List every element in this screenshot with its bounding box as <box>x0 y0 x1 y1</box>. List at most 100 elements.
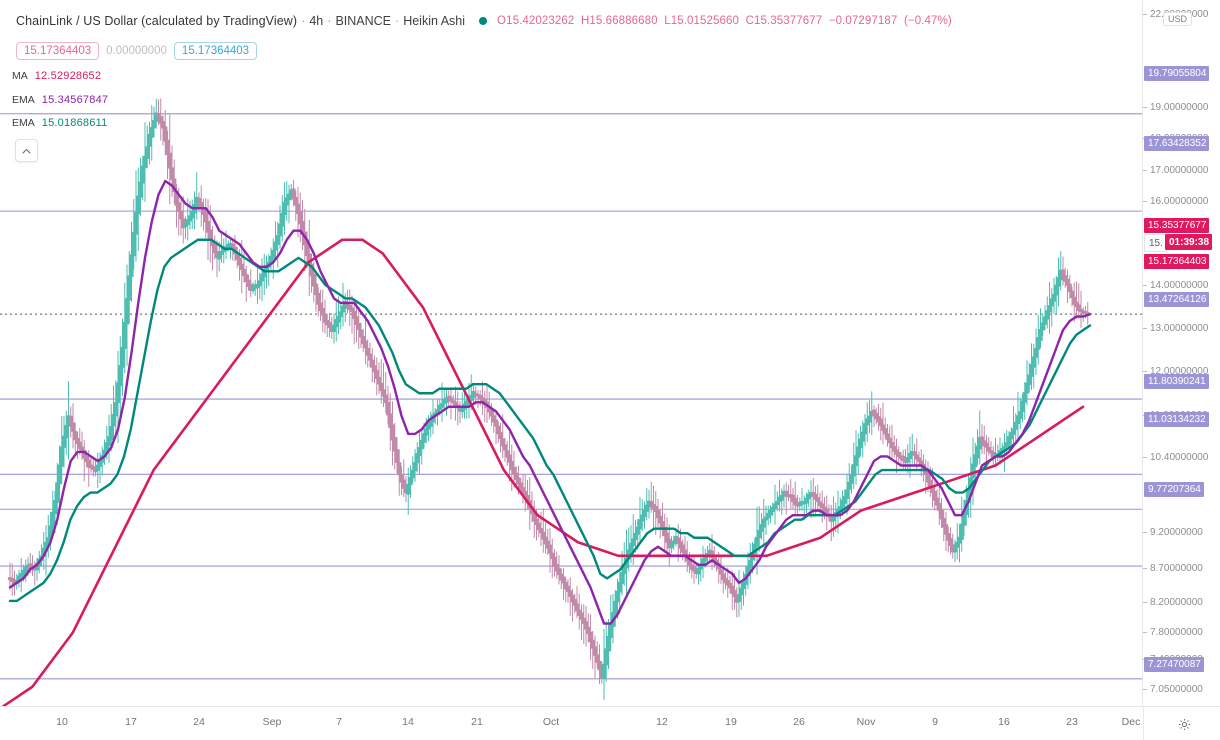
candle-body <box>831 516 836 522</box>
low-label: L <box>664 15 671 27</box>
time-axis-tick: 9 <box>932 716 938 728</box>
candle-body <box>669 542 674 549</box>
open-value: 15.42023262 <box>506 15 575 27</box>
candle-body <box>140 165 145 184</box>
candle-body <box>208 229 213 241</box>
tick-label: 17.00000000 <box>1150 164 1209 176</box>
candle-body <box>793 497 798 506</box>
price-axis-tick: 7.05000000 <box>1143 682 1203 696</box>
candle-body <box>930 485 935 494</box>
candle-body <box>586 626 591 634</box>
indicator-value: 15.34567847 <box>41 94 109 106</box>
candle-body <box>606 635 611 652</box>
tick-dash <box>1143 327 1147 329</box>
candle-body <box>433 412 438 417</box>
candle-body <box>167 152 172 169</box>
candle-body <box>961 511 967 526</box>
symbol-title[interactable]: ChainLink / US Dollar (calculated by Tra… <box>16 14 298 28</box>
collapse-pane-button[interactable] <box>15 139 38 162</box>
candle-body <box>1020 400 1025 413</box>
price-axis-highlight-label[interactable]: 15.17364403 <box>1144 253 1210 269</box>
candle-body <box>374 370 379 380</box>
candle-body <box>291 188 296 200</box>
candle-body <box>723 577 728 584</box>
candle-body <box>889 442 895 449</box>
value-pill-left[interactable]: 15.17364403 <box>16 42 100 60</box>
candle-body <box>514 472 519 480</box>
candle-body <box>1038 328 1043 342</box>
tick-dash <box>1143 106 1147 108</box>
candle-body <box>993 453 998 457</box>
candle-body <box>363 340 368 349</box>
candle-body <box>860 431 865 442</box>
price-axis[interactable]: USD 22.0000000019.0000000018.0000000017.… <box>1142 0 1220 706</box>
candle-body <box>786 494 791 498</box>
candle-body <box>196 197 202 205</box>
candle-body <box>536 522 541 531</box>
chart-style-label[interactable]: Heikin Ashi <box>403 14 466 28</box>
candle-body <box>68 415 73 425</box>
candle-body <box>86 459 91 468</box>
price-axis-highlight-label[interactable]: 11.80390241 <box>1144 373 1209 389</box>
candle-body <box>1067 283 1072 293</box>
candle-body <box>777 496 782 502</box>
candle-body <box>471 391 476 398</box>
candle-body <box>52 500 58 515</box>
indicator-name: EMA <box>12 117 35 129</box>
price-axis-highlight-label[interactable]: 11.03134232 <box>1144 411 1209 427</box>
candle-body <box>502 444 508 451</box>
candle-body <box>905 456 910 463</box>
candle-body <box>295 203 301 215</box>
candle-body <box>300 220 305 235</box>
candle-body <box>1074 301 1079 308</box>
candle-body <box>32 566 37 571</box>
interval-label[interactable]: 4h <box>309 14 324 28</box>
candle-body <box>325 319 330 326</box>
candle-body <box>498 432 503 440</box>
candle-body <box>12 580 17 584</box>
candle-body <box>986 446 991 452</box>
candle-body <box>48 525 53 539</box>
price-axis-tick: 14.00000000 <box>1143 278 1208 292</box>
candle-body <box>428 418 433 427</box>
indicator-legend-ema-slow[interactable]: EMA 15.01868611 <box>12 117 107 129</box>
price-axis-highlight-label[interactable]: 7.27470087 <box>1144 656 1204 672</box>
price-axis-highlight-label[interactable]: 19.79055804 <box>1144 65 1210 81</box>
candle-body <box>694 569 699 574</box>
candle-body <box>696 567 701 575</box>
candle-body <box>57 464 62 485</box>
candle-body <box>16 575 22 581</box>
separator-2: · <box>327 14 332 28</box>
candle-body <box>473 393 478 397</box>
chart-settings-button[interactable] <box>1174 714 1194 734</box>
candle-body <box>361 336 366 345</box>
candle-body <box>748 560 753 569</box>
candle-body <box>1047 305 1052 313</box>
candle-body <box>289 189 294 196</box>
candle-body <box>327 321 332 329</box>
tick-label: 19.00000000 <box>1150 101 1209 113</box>
time-axis-tick: 17 <box>125 716 137 728</box>
price-axis-highlight-label[interactable]: 9.77207364 <box>1144 481 1204 497</box>
candle-body <box>59 446 64 467</box>
candle-body <box>401 479 406 489</box>
candle-body <box>939 509 944 520</box>
candle-body <box>385 401 391 416</box>
price-axis-highlight-label[interactable]: 17.63428352 <box>1144 135 1210 151</box>
candle-body <box>174 190 179 206</box>
exchange-label[interactable]: BINANCE <box>335 14 392 28</box>
price-axis-highlight-label[interactable]: 13.47264126 <box>1144 291 1210 307</box>
chart-plot-area[interactable] <box>0 0 1143 706</box>
candle-body <box>1040 322 1045 331</box>
candle-body <box>50 511 55 528</box>
ema-fast-line <box>8 179 1092 625</box>
candle-body <box>842 495 847 504</box>
candle-body <box>1072 296 1077 305</box>
candle-body <box>237 257 242 266</box>
time-axis-tick: 10 <box>56 716 68 728</box>
indicator-legend-ma[interactable]: MA 12.52928652 <box>12 70 101 82</box>
indicator-legend-ema-fast[interactable]: EMA 15.34567847 <box>12 94 108 106</box>
time-axis[interactable]: 10 17 24 Sep 7 14 21 Oct 12 19 26 Nov 9 16 23 Dec <box>0 706 1220 740</box>
price-axis-highlight-label[interactable]: 15.35377677 <box>1144 217 1210 233</box>
value-pill-right[interactable]: 15.17364403 <box>173 42 258 60</box>
